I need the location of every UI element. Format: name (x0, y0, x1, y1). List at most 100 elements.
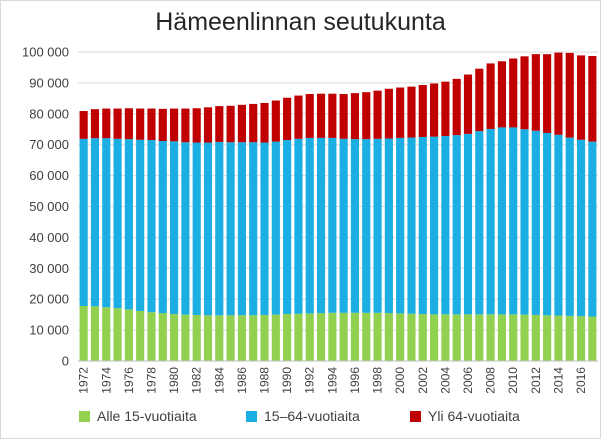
x-tick-label: 2010 (506, 367, 520, 394)
bar-segment-series-1 (328, 312, 337, 361)
bar-segment-series-3 (192, 108, 201, 143)
bar-segment-series-1 (294, 313, 303, 361)
bar-segment-series-2 (328, 137, 337, 313)
x-tick-label: 2016 (574, 367, 588, 394)
bar-segment-series-3 (565, 52, 574, 138)
x-tick-label: 1984 (212, 367, 226, 394)
bar-segment-series-2 (113, 138, 122, 309)
legend-item: Alle 15-vuotiaita (79, 408, 197, 424)
legend-item: 15–64-vuotiaita (246, 408, 360, 424)
bar-segment-series-2 (226, 142, 235, 316)
bar-segment-series-1 (588, 316, 597, 361)
bar-segment-series-1 (565, 315, 574, 361)
bar-segment-series-1 (260, 314, 269, 361)
bar-segment-series-2 (441, 136, 450, 315)
bar-segment-series-2 (316, 137, 326, 314)
legend-label: Alle 15-vuotiaita (97, 408, 197, 424)
x-tick-label: 2000 (393, 367, 407, 394)
bar-segment-series-3 (283, 97, 292, 141)
bar-segment-series-3 (509, 58, 518, 128)
bar-segment-series-3 (396, 87, 405, 138)
y-tick-label: 30 000 (29, 261, 69, 276)
bar-segment-series-1 (339, 312, 348, 361)
bar-segment-series-3 (90, 109, 100, 139)
x-tick-label: 1998 (371, 367, 385, 394)
bar-segment-series-1 (554, 315, 563, 361)
bar-segment-series-2 (79, 138, 88, 306)
bar-segment-series-3 (203, 107, 213, 143)
bar-segment-series-2 (565, 137, 574, 316)
bar-segment-series-2 (136, 139, 145, 311)
legend-label: 15–64-vuotiaita (264, 408, 360, 424)
bar-segment-series-1 (124, 309, 133, 361)
bar-segment-series-2 (260, 142, 269, 315)
bar-segment-series-2 (102, 138, 111, 308)
bar-segment-series-2 (543, 132, 552, 316)
bar-segment-series-1 (441, 314, 450, 361)
legend-swatch (79, 410, 90, 422)
x-tick-label: 1994 (325, 367, 339, 394)
bar-segment-series-2 (147, 140, 156, 313)
bar-segment-series-1 (509, 314, 518, 361)
bar-segment-series-2 (181, 142, 190, 315)
bar-segment-series-3 (373, 90, 382, 139)
x-tick-label: 2012 (529, 367, 543, 394)
bar-segment-series-1 (170, 314, 179, 361)
bar-segment-series-2 (463, 133, 473, 315)
legend-swatch (410, 410, 421, 422)
x-tick-label: 2014 (551, 367, 565, 394)
bar-segment-series-2 (271, 141, 280, 315)
bar-segment-series-2 (373, 138, 382, 313)
bar-segment-series-1 (181, 314, 190, 361)
bar-segment-series-1 (147, 312, 156, 361)
bar-segment-series-1 (463, 314, 473, 361)
bar-segment-series-1 (305, 313, 314, 361)
bar-segment-series-3 (418, 85, 427, 137)
bar-segment-series-3 (181, 108, 190, 143)
bar-segment-series-2 (588, 141, 597, 317)
bar-segment-series-1 (486, 314, 495, 361)
bar-segment-series-3 (249, 103, 258, 143)
x-tick-label: 2004 (438, 367, 452, 394)
bar-segment-series-3 (215, 106, 224, 142)
y-tick-label: 10 000 (29, 323, 69, 338)
legend-item: Yli 64-vuotiaita (410, 408, 520, 424)
y-tick-label: 70 000 (29, 137, 69, 152)
bar-segment-series-3 (486, 63, 495, 129)
chart-title: Hämeenlinnan seutukunta (155, 8, 446, 36)
bars (79, 52, 597, 361)
bar-segment-series-3 (588, 56, 597, 142)
x-tick-label: 1982 (190, 367, 204, 394)
bar-segment-series-3 (497, 61, 506, 128)
bar-segment-series-2 (192, 142, 201, 315)
bar-segment-series-2 (418, 136, 427, 315)
y-tick-label: 100 000 (22, 45, 69, 60)
bar-segment-series-1 (316, 313, 326, 361)
bar-segment-series-3 (124, 108, 133, 140)
legend: Alle 15-vuotiaita 15–64-vuotiaita Yli 64-v… (0, 408, 601, 432)
bar-segment-series-3 (294, 95, 303, 139)
bar-segment-series-2 (215, 141, 224, 316)
y-tick-label: 80 000 (29, 106, 69, 121)
bar-segment-series-1 (576, 316, 586, 361)
bar-segment-series-3 (260, 102, 269, 143)
bar-segment-series-2 (249, 142, 258, 316)
bar-segment-series-1 (79, 306, 88, 361)
bar-segment-series-1 (396, 313, 405, 361)
bar-segment-series-3 (147, 108, 156, 141)
bar-segment-series-2 (531, 130, 540, 315)
bar-segment-series-2 (170, 141, 179, 315)
bar-segment-series-1 (350, 312, 360, 361)
bar-segment-series-2 (283, 140, 292, 315)
bar-segment-series-2 (520, 129, 529, 315)
bar-segment-series-3 (463, 74, 473, 134)
x-tick-label: 1972 (77, 367, 91, 394)
bar-segment-series-1 (520, 314, 529, 361)
gridlines (78, 51, 598, 362)
x-tick-label: 1992 (303, 367, 317, 394)
y-tick-label: 60 000 (29, 168, 69, 183)
bar-segment-series-2 (396, 137, 405, 314)
bar-segment-series-3 (554, 52, 563, 135)
bar-segment-series-2 (350, 139, 360, 313)
